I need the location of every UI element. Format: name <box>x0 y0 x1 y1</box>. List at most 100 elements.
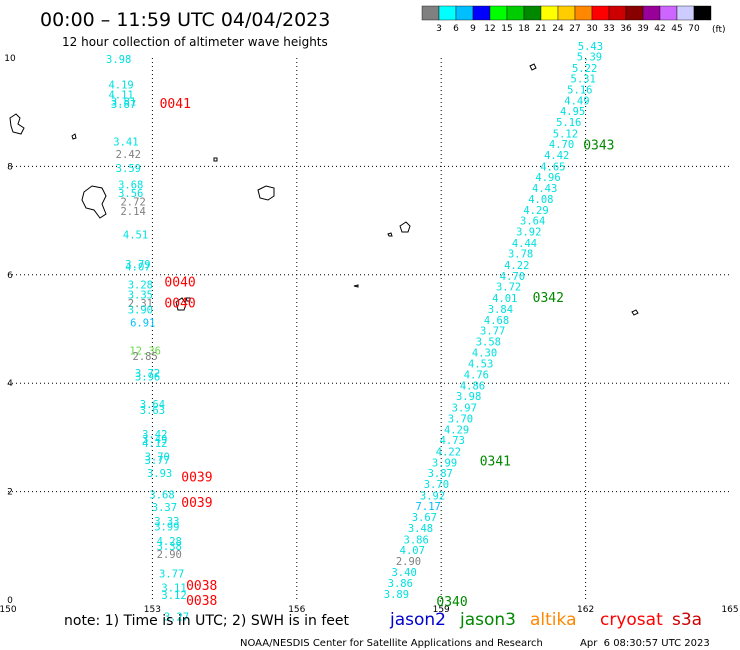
wave-height-label: 3.98 <box>106 54 131 66</box>
wave-height-label: 2.85 <box>133 351 158 363</box>
wave-height-label: 3.63 <box>140 405 165 417</box>
wave-height-label: 3.72 <box>135 368 160 380</box>
wave-height-label: 5.39 <box>577 51 602 63</box>
wave-height-label: 4.73 <box>440 435 465 447</box>
pass-time-label: 0038 <box>186 579 217 594</box>
island-outline <box>185 297 191 302</box>
wave-height-label: 4.08 <box>528 194 553 206</box>
x-tick-label: 165 <box>721 605 738 615</box>
wave-height-label: 4.12 <box>142 438 167 450</box>
wave-height-label: 4.11 <box>108 89 133 101</box>
wave-height-label: 3.42 <box>142 429 167 441</box>
wave-height-label: 4.19 <box>108 80 133 92</box>
x-tick-label: 150 <box>0 605 17 615</box>
satellite-legend-altika: altika <box>530 610 577 630</box>
wave-height-label: 4.42 <box>544 150 569 162</box>
wave-height-label: 3.99 <box>154 521 179 533</box>
footer-credit: NOAA/NESDIS Center for Satellite Applica… <box>240 638 543 649</box>
chart-title: 00:00 – 11:59 UTC 04/04/2023 <box>40 9 330 31</box>
wave-height-label: 12.36 <box>129 346 161 358</box>
colorbar: 3 6 9 12 15 18 21 24 27 30 33 36 39 42 45 70 <box>421 5 712 34</box>
wave-height-label: 4.28 <box>157 536 182 548</box>
pass-time-label: 0341 <box>480 455 511 470</box>
colorbar-label: 9 <box>470 24 476 34</box>
island-outline <box>9 113 25 135</box>
wave-height-label: 3.93 <box>147 468 172 480</box>
wave-height-label: 4.51 <box>123 230 148 242</box>
wave-height-label: 4.30 <box>472 347 497 359</box>
wave-height-label: 4.53 <box>468 359 493 371</box>
colorbar-swatch <box>557 5 576 21</box>
wave-height-label: 5.31 <box>571 74 596 86</box>
wave-height-label: 4.07 <box>400 545 425 557</box>
wave-height-label: 3.78 <box>508 249 533 261</box>
colorbar-swatch <box>676 5 695 21</box>
wave-height-label: 4.22 <box>504 260 529 272</box>
colorbar-label: 27 <box>569 24 580 34</box>
wave-height-label: 3.81 <box>111 96 136 108</box>
wave-height-label: 4.07 <box>125 262 150 274</box>
wave-height-label: 3.35 <box>128 289 153 301</box>
colorbar-label: 39 <box>637 24 649 34</box>
wave-height-label: 3.70 <box>448 413 473 425</box>
footer-note: note: 1) Time is in UTC; 2) SWH is in fe… <box>64 613 350 629</box>
x-tick-label: 156 <box>288 605 305 615</box>
colorbar-label: 24 <box>552 24 564 34</box>
wave-height-label: 3.40 <box>391 567 416 579</box>
y-tick-label: 6 <box>7 271 13 281</box>
island-outline <box>213 157 218 162</box>
y-tick-label: 10 <box>4 54 16 64</box>
wave-height-label: 3.70 <box>424 479 449 491</box>
wave-height-label: 3.92 <box>420 490 445 502</box>
wave-height-label: 4.96 <box>535 172 560 184</box>
wave-height-label: 3.27 <box>164 611 189 623</box>
colorbar-unit: (ft) <box>712 25 726 35</box>
wave-height-label: 2.31 <box>128 298 153 310</box>
wave-height-label: 4.95 <box>560 106 585 118</box>
colorbar-label: 12 <box>484 24 495 34</box>
wave-height-label: 2.72 <box>120 197 145 209</box>
colorbar-swatch <box>574 5 593 21</box>
wave-height-label: 3.96 <box>135 372 160 384</box>
wave-height-label: 3.59 <box>116 163 141 175</box>
wave-height-label: 3.67 <box>412 512 437 524</box>
wave-height-label: 3.68 <box>118 179 143 191</box>
x-tick-label: 159 <box>433 605 450 615</box>
wave-height-label: 4.29 <box>523 205 548 217</box>
y-tick-labels: 0 2 4 6 8 10 <box>4 54 16 606</box>
wave-height-label: 6.91 <box>130 317 155 329</box>
colorbar-swatch <box>693 5 712 21</box>
wave-height-label: 4.22 <box>436 446 461 458</box>
colorbar-label: 70 <box>688 24 700 34</box>
wave-height-label: 3.49 <box>142 434 167 446</box>
footer-timestamp: Apr 6 08:30:57 UTC 2023 <box>580 638 710 649</box>
wave-height-label: 3.58 <box>476 336 501 348</box>
wave-height-label: 3.79 <box>125 259 150 271</box>
colorbar-label: 36 <box>620 24 632 34</box>
wave-height-label: 3.68 <box>149 489 174 501</box>
wave-height-label: 5.16 <box>567 84 592 96</box>
wave-height-label: 4.70 <box>549 139 574 151</box>
wave-height-label: 3.70 <box>145 451 170 463</box>
pass-time-label: 0343 <box>583 139 614 154</box>
wave-height-label: 2.90 <box>157 549 182 561</box>
wave-height-label: 3.92 <box>516 226 541 238</box>
colorbar-swatch <box>421 5 440 21</box>
y-tick-label: 0 <box>7 596 13 606</box>
island-outline <box>257 185 275 201</box>
wave-height-label: 3.99 <box>432 457 457 469</box>
wave-height-label: 4.44 <box>512 238 537 250</box>
wave-height-label: 7.17 <box>416 501 441 513</box>
wave-height-label: 5.12 <box>553 128 578 140</box>
wave-height-label: 5.16 <box>556 117 581 129</box>
wave-height-label: 3.87 <box>111 99 136 111</box>
island-outline <box>529 63 537 71</box>
colorbar-swatch <box>642 5 661 21</box>
y-tick-label: 8 <box>7 162 13 172</box>
wave-height-label: 3.33 <box>154 516 179 528</box>
satellite-legend-cryosat: cryosat <box>600 610 663 630</box>
wave-height-label: 3.89 <box>384 589 409 601</box>
wave-height-label: 3.77 <box>159 568 184 580</box>
satellite-legend-jason2: jason2 <box>389 610 446 630</box>
